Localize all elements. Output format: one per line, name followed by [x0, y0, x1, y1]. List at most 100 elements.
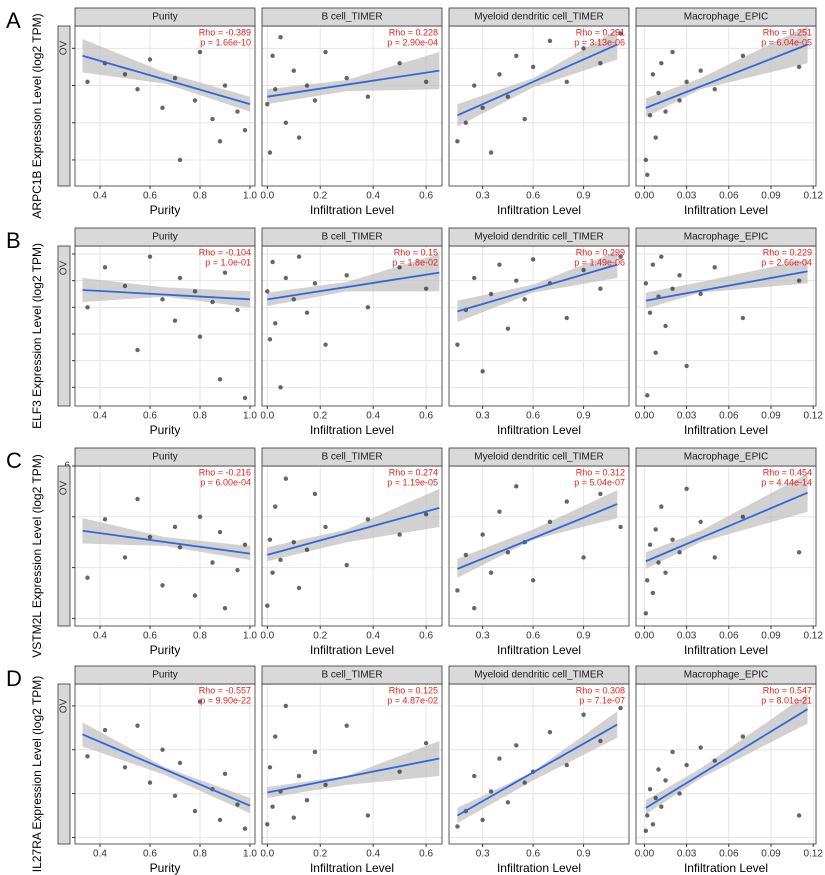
- point: [650, 822, 656, 827]
- point: [659, 254, 664, 259]
- side-strip-label: OV: [59, 480, 70, 495]
- side-strip-label: OV: [59, 40, 70, 55]
- confidence-band: [645, 693, 808, 815]
- fit-line: [645, 708, 809, 809]
- point: [296, 135, 302, 140]
- x-axis-label: Infiltration Level: [310, 861, 394, 875]
- confidence-band: [457, 29, 618, 127]
- point: [547, 730, 553, 735]
- point: [645, 393, 650, 398]
- point: [643, 157, 649, 163]
- panel: 0.3 0.6 0.9 Myeloid dendritic cell_TIMER Rho…: [448, 447, 630, 657]
- point: [304, 547, 310, 553]
- x-axis-label: Infiltration Level: [310, 203, 394, 217]
- point: [235, 109, 240, 114]
- strip: [74, 447, 256, 467]
- point: [210, 299, 215, 305]
- point: [365, 813, 371, 818]
- point: [684, 762, 689, 768]
- strip-label: Macrophage_EPIC: [684, 670, 769, 681]
- annotation: Rho = -0.557: [199, 685, 251, 695]
- panel-letter: C: [6, 448, 22, 473]
- x-axis-label: Infiltration Level: [684, 643, 768, 657]
- point: [505, 800, 511, 805]
- strip: [635, 7, 817, 27]
- fit-line: [82, 289, 251, 301]
- x-tick-label: 0.6: [143, 849, 157, 860]
- x-tick-label: 0.4: [93, 191, 107, 202]
- point: [423, 79, 429, 85]
- point: [505, 94, 511, 99]
- x-tick-label: 1.0: [243, 191, 257, 202]
- strip: [261, 7, 443, 27]
- strip-label: Myeloid dendritic cell_TIMER: [474, 452, 604, 463]
- point: [222, 771, 228, 777]
- point: [480, 369, 485, 374]
- side-strip-label: OV: [59, 698, 70, 713]
- point: [283, 703, 289, 709]
- strip-label: Macrophage_EPIC: [684, 12, 769, 23]
- point: [267, 765, 273, 770]
- point: [740, 53, 746, 58]
- annotation: Rho = -0.389: [199, 27, 251, 37]
- strip-label: B cell_TIMER: [321, 12, 382, 23]
- point: [365, 94, 371, 99]
- x-tick-label: 0.4: [366, 191, 380, 202]
- annotation: Rho = 0.547: [763, 685, 812, 695]
- point: [102, 265, 108, 270]
- x-tick-label: 0.12: [803, 631, 823, 642]
- x-tick-label: 0.09: [761, 191, 781, 202]
- point: [85, 79, 90, 85]
- annotation: p = 1.8e-02: [392, 257, 438, 267]
- point: [647, 310, 653, 315]
- x-tick-label: 0.03: [677, 191, 697, 202]
- point: [670, 537, 675, 542]
- panel: 0.0 0.2 0.4 0.6 B cell_TIMER Rho = 0.15p = 1.…: [260, 227, 443, 437]
- point: [270, 259, 275, 265]
- point: [273, 734, 278, 739]
- point: [653, 527, 658, 532]
- point: [698, 291, 703, 297]
- point: [472, 773, 477, 779]
- point: [312, 491, 318, 497]
- point: [684, 363, 689, 369]
- point: [265, 603, 270, 608]
- x-axis-label: Infiltration Level: [684, 861, 768, 875]
- point: [242, 826, 248, 831]
- fit-line: [645, 491, 808, 563]
- strip-label: B cell_TIMER: [321, 670, 382, 681]
- x-tick-label: 0.0: [260, 411, 274, 422]
- point: [147, 534, 153, 540]
- point: [323, 524, 328, 530]
- point: [488, 150, 494, 155]
- point: [270, 53, 275, 58]
- x-axis-label: Purity: [150, 203, 181, 217]
- point: [645, 813, 650, 818]
- point: [296, 254, 302, 259]
- point: [267, 537, 273, 542]
- plot-background: [75, 684, 255, 844]
- annotation: Rho = -0.216: [199, 467, 251, 477]
- strip: [635, 447, 817, 467]
- plot-background: [262, 26, 442, 186]
- strip: [635, 227, 817, 247]
- x-axis-label: Infiltration Level: [497, 423, 581, 437]
- point: [522, 116, 527, 122]
- strip-label: Macrophage_EPIC: [684, 452, 769, 463]
- point: [455, 588, 460, 593]
- annotation: Rho = 0.312: [576, 467, 625, 477]
- point: [135, 347, 140, 353]
- x-tick-label: 0.0: [260, 631, 274, 642]
- point: [670, 286, 675, 291]
- x-axis-label: Purity: [150, 643, 181, 657]
- point: [291, 539, 296, 545]
- x-tick-label: 0.3: [476, 191, 490, 202]
- side-strip: [57, 25, 71, 187]
- point: [653, 795, 658, 801]
- point: [472, 83, 477, 88]
- strip: [74, 665, 256, 685]
